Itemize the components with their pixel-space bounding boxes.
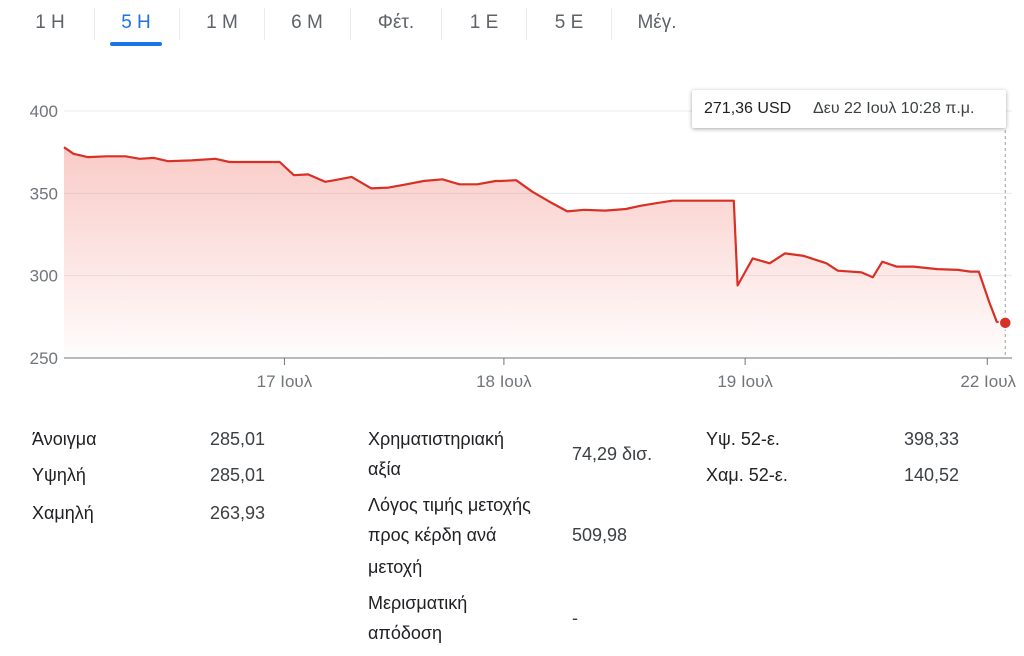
- tab-label: 5 Η: [121, 12, 151, 33]
- tab-ytd[interactable]: Φέτ.: [362, 0, 430, 46]
- stat-market-cap-label-line2: αξία: [368, 459, 401, 479]
- stat-dividend-label-line2: απόδοση: [368, 623, 442, 643]
- stat-open-value: 285,01: [210, 429, 266, 449]
- y-tick-label: 400: [30, 102, 58, 121]
- last-price-dot: [998, 316, 1013, 330]
- tooltip-datetime: Δευ 22 Ιουλ 10:28 π.μ.: [813, 100, 975, 117]
- stat-pe-label-line1: Λόγος τιμής μετοχής: [368, 495, 531, 515]
- stat-open-label: Άνοιγμα: [32, 429, 97, 449]
- tab-divider: [441, 8, 442, 40]
- active-tab-indicator: [110, 42, 162, 46]
- stat-market-cap-label-line1: Χρηματιστηριακή: [368, 429, 505, 449]
- tab-1y[interactable]: 1 Ε: [452, 0, 516, 46]
- stat-pe-label-line2: προς κέρδη ανά: [368, 525, 497, 545]
- tooltip-price: 271,36 USD: [704, 100, 792, 117]
- stat-low-value: 263,93: [210, 503, 266, 523]
- y-tick-label: 350: [30, 184, 58, 203]
- stat-52w-high-value: 398,33: [904, 429, 960, 449]
- tab-divider: [350, 8, 351, 40]
- tab-divider: [179, 8, 180, 40]
- tab-divider: [526, 8, 527, 40]
- stat-low-label: Χαμηλή: [32, 503, 94, 523]
- price-tooltip: 271,36 USD Δευ 22 Ιουλ 10:28 π.μ.: [692, 90, 1006, 128]
- y-tick-label: 300: [30, 267, 58, 286]
- tab-divider: [94, 8, 95, 40]
- tab-divider: [611, 8, 612, 40]
- tab-label: 1 Η: [35, 12, 65, 33]
- stat-52w-high-label: Υψ. 52-ε.: [706, 429, 780, 449]
- stat-dividend-value: -: [572, 608, 578, 628]
- stat-high-label: Υψηλή: [32, 465, 86, 485]
- stat-pe-value: 509,98: [572, 525, 628, 545]
- x-tick-label: 17 Ιουλ: [257, 372, 313, 390]
- y-tick-label: 250: [30, 349, 58, 368]
- stat-pe-label-line3: μετοχή: [368, 557, 423, 577]
- x-axis-ticks: 17 Ιουλ 18 Ιουλ 19 Ιουλ 22 Ιουλ: [257, 358, 1016, 390]
- price-area-fill: [64, 147, 1006, 358]
- tab-max[interactable]: Μέγ.: [622, 0, 692, 46]
- tab-5y[interactable]: 5 Ε: [537, 0, 601, 46]
- tab-label: 5 Ε: [554, 12, 584, 33]
- tab-label: Φέτ.: [377, 12, 415, 33]
- stat-high-value: 285,01: [210, 465, 266, 485]
- tab-1d[interactable]: 1 Η: [18, 0, 82, 46]
- y-axis-labels: 250 300 350 400: [30, 102, 58, 368]
- stat-dividend-label-line1: Μερισματική: [368, 593, 468, 613]
- tab-label: 1 Μ: [206, 12, 238, 33]
- tab-label: Μέγ.: [637, 12, 677, 33]
- stat-market-cap-value: 74,29 δισ.: [572, 444, 653, 464]
- tab-6m[interactable]: 6 Μ: [275, 0, 339, 46]
- tab-5d[interactable]: 5 Η: [104, 0, 168, 46]
- x-tick-label: 19 Ιουλ: [717, 372, 773, 390]
- tab-label: 6 Μ: [291, 12, 323, 33]
- range-tabs: 1 Η 5 Η 1 Μ 6 Μ Φέτ. 1 Ε 5 Ε Μέγ.: [0, 0, 1024, 46]
- price-chart[interactable]: 250 300 350 400 17 Ιουλ 18 Ιουλ 19 Ιουλ 22 Ιου…: [0, 60, 1024, 390]
- x-tick-label: 18 Ιουλ: [476, 372, 532, 390]
- stat-52w-low-label: Χαμ. 52-ε.: [706, 465, 788, 485]
- price-line: [63, 146, 1006, 324]
- x-tick-label: 22 Ιουλ: [960, 372, 1016, 390]
- tab-label: 1 Ε: [469, 12, 499, 33]
- tab-1m[interactable]: 1 Μ: [190, 0, 254, 46]
- stat-52w-low-value: 140,52: [904, 465, 960, 485]
- tab-divider: [264, 8, 265, 40]
